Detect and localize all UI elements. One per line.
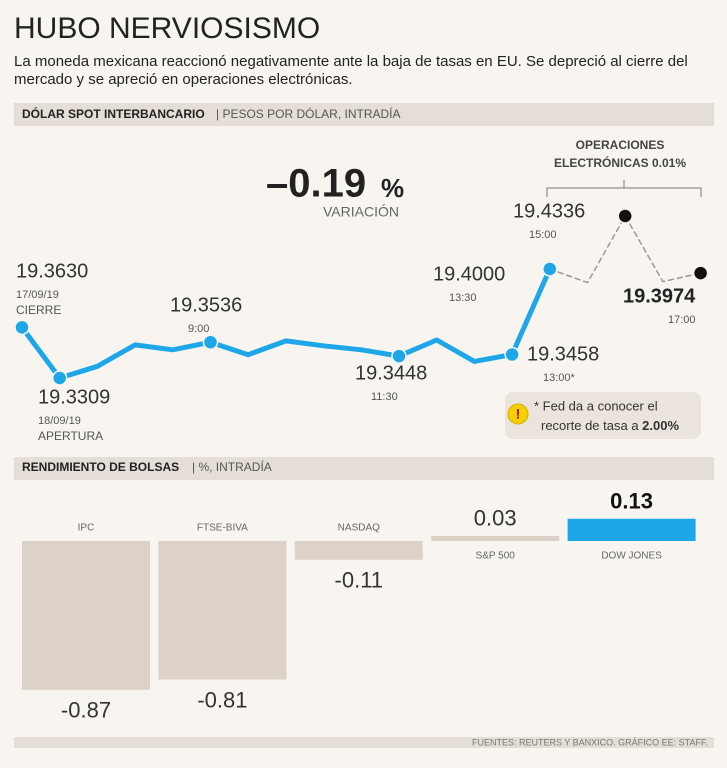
- value-label: 0.13: [610, 489, 653, 514]
- time-label: 15:00: [529, 229, 557, 241]
- note-text: recorte de tasa a: [541, 418, 642, 433]
- alert-mark: !: [516, 406, 521, 422]
- value-label: 19.3974: [623, 285, 696, 307]
- section-subtitle: | %, INTRADÍA: [192, 459, 272, 474]
- value-label: 19.3448: [355, 362, 427, 384]
- bracket-label: OPERACIONES: [576, 138, 665, 152]
- point-marker: [14, 319, 30, 336]
- point-note: APERTURA: [38, 429, 103, 443]
- point-note: CIERRE: [16, 303, 61, 317]
- value-label: 19.3536: [170, 294, 242, 316]
- footer: FUENTES: REUTERS Y BANXICO. GRÁFICO EE: …: [472, 737, 708, 747]
- value-label: 0.03: [474, 506, 517, 531]
- title: HUBO NERVIOSISMO: [14, 12, 320, 45]
- bracket-label: ELECTRÓNICAS 0.01%: [554, 155, 686, 170]
- point-marker: [504, 346, 520, 363]
- category-label: S&P 500: [476, 551, 516, 562]
- bar: [431, 535, 560, 541]
- point-marker: [202, 334, 219, 350]
- value-label: 19.3458: [527, 343, 599, 365]
- note-box: [505, 392, 701, 439]
- time-label: 18/09/19: [38, 415, 81, 427]
- section-title: DÓLAR SPOT INTERBANCARIO: [22, 106, 205, 121]
- point-marker: [391, 348, 407, 364]
- time-label: 9:00: [188, 323, 209, 335]
- bracket: [546, 180, 702, 197]
- section-subtitle: | PESOS POR DÓLAR, INTRADÍA: [216, 106, 401, 121]
- time-label: 17/09/19: [16, 289, 59, 301]
- value-label: 19.3309: [38, 386, 110, 408]
- bar: [294, 541, 423, 560]
- time-label: 11:30: [371, 391, 398, 403]
- change-value: –0.19: [266, 162, 366, 206]
- time-label: 17:00: [668, 314, 696, 326]
- footer-band: [14, 737, 714, 748]
- point-marker: [51, 370, 68, 386]
- category-label: NASDAQ: [338, 523, 380, 534]
- section-band: [14, 457, 714, 480]
- value-label: 19.4336: [513, 200, 585, 222]
- subtitle: mercado y se apreció en operaciones elec…: [14, 71, 353, 88]
- section-title: RENDIMIENTO DE BOLSAS: [22, 460, 179, 474]
- subtitle: La moneda mexicana reaccionó negativamen…: [14, 53, 688, 70]
- value-label: -0.81: [197, 687, 247, 712]
- time-label: 13:00*: [543, 372, 576, 384]
- category-label: FTSE-BIVA: [197, 523, 248, 534]
- bar: [567, 518, 696, 541]
- time-label: 13:30: [449, 292, 477, 304]
- point-marker: [692, 265, 709, 281]
- category-label: DOW JONES: [601, 551, 662, 562]
- bar: [22, 541, 150, 690]
- value-label: 19.3630: [16, 260, 88, 282]
- note-text: recorte de tasa a 2.00%: [541, 418, 679, 433]
- category-label: IPC: [78, 523, 95, 534]
- note-emphasis: 2.00%: [642, 418, 679, 433]
- line: [19, 266, 553, 381]
- change-unit: %: [381, 173, 404, 203]
- point-marker: [617, 208, 633, 224]
- value-label: 19.4000: [433, 263, 505, 285]
- value-label: -0.11: [335, 568, 384, 593]
- value-label: -0.87: [61, 698, 111, 723]
- point-marker: [542, 261, 558, 277]
- section-band: [14, 103, 714, 126]
- note-text: * Fed da a conocer el: [534, 398, 658, 413]
- bar: [158, 541, 287, 680]
- change-caption: VARIACIÓN: [323, 204, 399, 220]
- alert-icon: [507, 403, 529, 425]
